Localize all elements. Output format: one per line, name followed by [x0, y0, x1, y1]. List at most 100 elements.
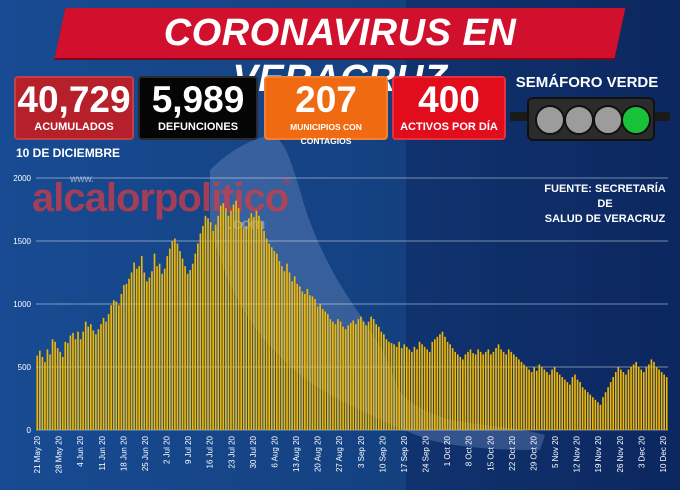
bar [298, 286, 301, 430]
bar [158, 263, 161, 430]
x-tick-label: 30 Jul 20 [249, 435, 258, 468]
bar [324, 311, 327, 430]
bar [72, 332, 74, 430]
bar [102, 317, 105, 430]
bar [403, 344, 406, 430]
bar [263, 230, 265, 430]
stat-deaths-label: DEFUNCIONES [157, 121, 239, 133]
bar [604, 392, 607, 430]
bar [362, 321, 365, 430]
bar [337, 319, 339, 430]
bar [304, 293, 306, 430]
bar [120, 293, 123, 430]
bar [479, 351, 482, 430]
bar [301, 291, 304, 430]
bar [107, 314, 110, 430]
bar [197, 243, 199, 430]
bar [428, 351, 431, 430]
x-tick-label: 16 Jul 20 [206, 435, 215, 468]
traffic-light-label: SEMÁFORO VERDE [515, 74, 659, 91]
bar [174, 238, 176, 430]
bar [548, 374, 551, 430]
bar [482, 354, 485, 430]
bar [645, 367, 648, 430]
light-orange-icon [564, 105, 594, 135]
bar [329, 319, 332, 430]
bar [538, 364, 541, 430]
x-tick-label: 3 Sep 20 [357, 435, 366, 468]
light-red-icon [535, 105, 565, 135]
bar [276, 253, 278, 430]
bar [551, 369, 553, 430]
bar [135, 268, 138, 430]
bar [566, 382, 569, 430]
bar [599, 404, 602, 430]
bar [334, 324, 337, 430]
bar [405, 346, 408, 430]
bar [653, 361, 655, 430]
bar [388, 341, 390, 430]
bar [151, 271, 153, 430]
bar [105, 321, 107, 430]
bar [650, 359, 653, 430]
bar [130, 272, 133, 430]
bar [546, 372, 548, 430]
bar [51, 339, 54, 430]
bar [518, 359, 520, 430]
bar [79, 339, 82, 430]
bar [118, 305, 120, 430]
bar [265, 238, 268, 430]
bar [574, 374, 576, 430]
bar [186, 273, 189, 430]
bar [214, 224, 217, 430]
bar [281, 266, 283, 430]
bar [349, 322, 352, 430]
bar [607, 387, 609, 430]
bar [161, 273, 163, 430]
bar [296, 283, 299, 430]
x-tick-label: 12 Nov 20 [573, 435, 582, 472]
bar [352, 320, 355, 430]
x-tick-label: 4 Jun 20 [76, 435, 85, 466]
bar [451, 348, 454, 430]
x-tick-label: 15 Oct 20 [486, 435, 495, 470]
bar [253, 217, 255, 430]
bar [209, 222, 212, 430]
bar [316, 306, 319, 430]
stat-municipalities-label: MUNICIPIOS CON CONTAGIOS [290, 122, 362, 146]
bar [153, 253, 156, 430]
bar [553, 367, 556, 430]
bar [39, 350, 41, 430]
bar [255, 210, 258, 430]
stat-accumulated-value: 40,729 [17, 79, 131, 120]
bar [426, 349, 428, 430]
bar [584, 389, 586, 430]
bar [581, 387, 584, 430]
bar [375, 324, 378, 430]
bar [556, 372, 558, 430]
bar [273, 251, 276, 430]
x-tick-label: 22 Oct 20 [508, 435, 517, 470]
y-tick-label: 500 [18, 363, 32, 372]
bar [665, 377, 668, 430]
bar [319, 304, 321, 430]
bar [309, 295, 311, 430]
x-tick-label: 18 Jun 20 [119, 435, 128, 471]
bar [515, 356, 518, 430]
bar [620, 369, 622, 430]
bar [59, 351, 62, 430]
bar [635, 361, 637, 430]
bar [133, 262, 135, 430]
bar [268, 243, 270, 430]
watermark-prefix: www. [70, 174, 94, 185]
bar [472, 353, 474, 430]
bar [456, 354, 459, 430]
bar [342, 326, 344, 430]
stat-active-per-day: 400 ACTIVOS POR DÍA [392, 76, 506, 140]
bar [143, 272, 146, 430]
x-tick-label: 26 Nov 20 [616, 435, 625, 472]
bar [655, 367, 658, 430]
bar [46, 349, 49, 430]
bar [163, 268, 166, 430]
